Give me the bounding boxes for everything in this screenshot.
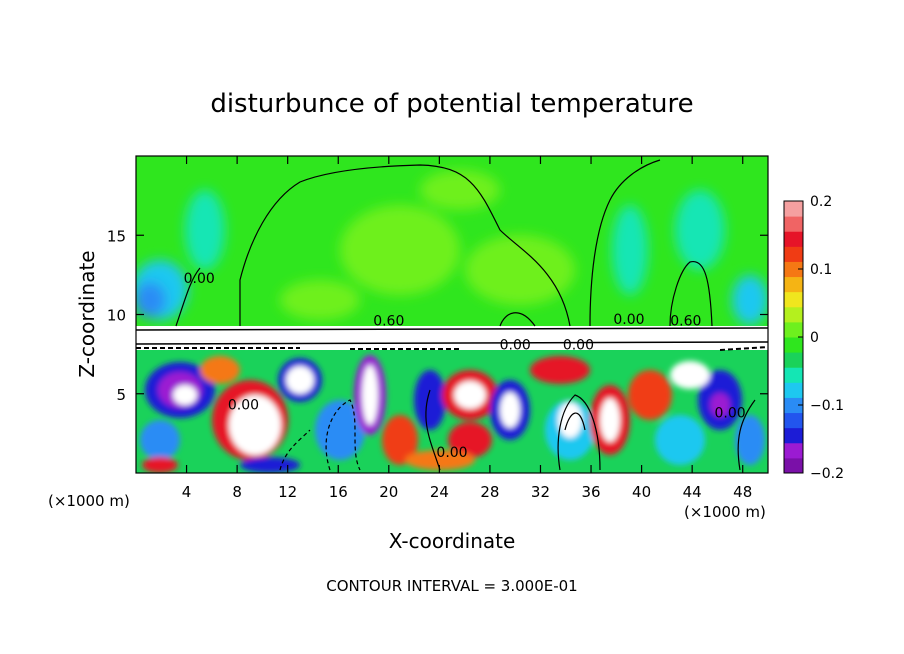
x-unit-left: (×1000 m)	[48, 492, 130, 510]
contour-label: 0.00	[436, 445, 467, 461]
contour-labels: 0.00 0.60 0.00 0.00 0.00 0.60 0.00 0.00 0.00	[184, 271, 746, 461]
x-axis-label: X-coordinate	[389, 529, 516, 553]
colorbar-swatch	[784, 382, 803, 398]
colorbar-swatch	[784, 231, 803, 247]
contour-lines	[136, 159, 768, 471]
colorbar-swatch	[784, 216, 803, 232]
colorbar-swatch	[784, 352, 803, 368]
y-tick-label: 10	[107, 307, 126, 325]
colorbar-swatch	[784, 246, 803, 262]
y-axis-label: Z-coordinate	[75, 250, 99, 377]
colorbar-swatch	[784, 201, 803, 217]
contour-label: 0.60	[373, 314, 404, 330]
colorbar-tick-label: −0.1	[810, 398, 844, 414]
colorbar-swatch	[784, 261, 803, 278]
colorbar-swatch	[784, 397, 803, 414]
contour-label: 0.00	[228, 398, 259, 414]
colorbar-swatch	[784, 321, 803, 338]
colorbar-swatch	[784, 306, 803, 323]
colorbar-swatch	[784, 427, 803, 444]
x-tick-label: 32	[531, 483, 550, 501]
colorbar-swatch	[784, 457, 803, 474]
x-tick-label: 16	[329, 483, 348, 501]
x-tick-label: 40	[632, 483, 651, 501]
x-tick-label: 44	[683, 483, 702, 501]
y-tick-label: 15	[107, 227, 126, 245]
colorbar-swatch	[784, 276, 803, 293]
x-unit-right: (×1000 m)	[684, 503, 766, 521]
colorbar-swatch	[784, 291, 803, 308]
y-axis: 5 10 15	[107, 227, 768, 404]
x-axis: 4 8 12 16 20 24 28 32 36 40 44 48	[182, 156, 752, 501]
x-tick-label: 24	[430, 483, 449, 501]
contour-label: 0.00	[184, 271, 215, 287]
x-tick-label: 8	[232, 483, 242, 501]
colorbar-swatch	[784, 442, 803, 459]
plot-area: 0.00 0.60 0.00 0.00 0.00 0.60 0.00 0.00 0.00	[136, 156, 768, 473]
x-tick-label: 48	[733, 483, 752, 501]
colorbar-tick-label: 0.1	[810, 262, 832, 278]
colorbar-tick-label: 0.2	[810, 194, 832, 210]
x-tick-label: 4	[182, 483, 192, 501]
x-tick-label: 12	[278, 483, 297, 501]
colorbar-tick-label: 0	[810, 330, 819, 346]
x-tick-label: 36	[581, 483, 600, 501]
contour-interval-note: CONTOUR INTERVAL = 3.000E-01	[326, 577, 577, 595]
x-tick-label: 28	[480, 483, 499, 501]
y-tick-label: 5	[116, 386, 126, 404]
x-tick-label: 20	[379, 483, 398, 501]
contour-label: 0.00	[714, 406, 745, 422]
colorbar-swatch	[784, 412, 803, 429]
contour-label: 0.00	[613, 312, 644, 328]
colorbar-swatch	[784, 337, 803, 353]
chart-title: disturbunce of potential temperature	[210, 89, 693, 119]
contour-label: 0.00	[500, 337, 531, 353]
colorbar: 0.2 0.1 0 −0.1 −0.2	[783, 194, 844, 482]
contour-label: 0.00	[563, 337, 594, 353]
contour-label: 0.60	[670, 314, 701, 330]
colorbar-tick-label: −0.2	[810, 466, 844, 482]
colorbar-swatch	[784, 367, 803, 383]
